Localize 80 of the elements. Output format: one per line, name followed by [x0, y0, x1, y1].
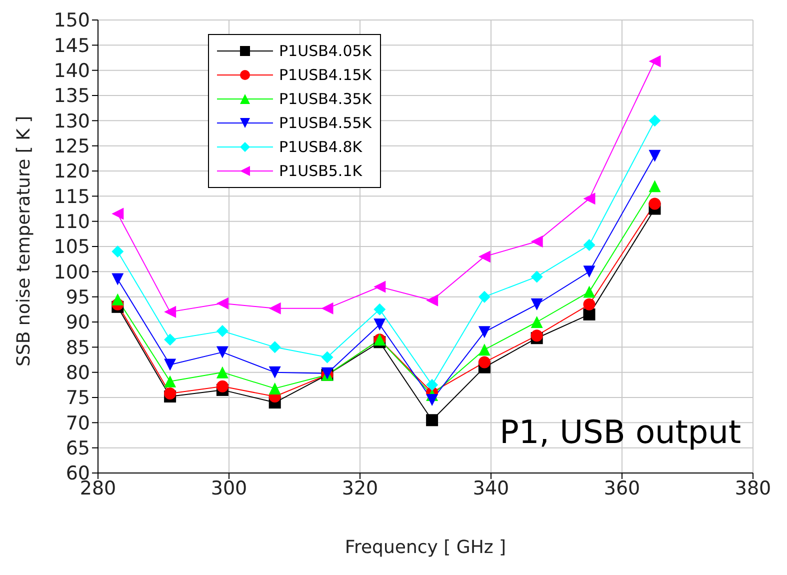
y-tick-label: 85 [66, 336, 90, 359]
point [374, 318, 386, 331]
point [112, 273, 124, 286]
legend-label: P1USB5.1K [279, 162, 362, 180]
point [648, 180, 661, 192]
point [478, 344, 490, 356]
y-tick-label: 75 [66, 387, 90, 410]
y-tick-label: 120 [54, 160, 90, 183]
point [648, 198, 661, 210]
point [426, 294, 438, 306]
point [321, 351, 334, 364]
y-tick-label: 125 [54, 136, 90, 158]
point [583, 298, 596, 310]
y-tick-label: 140 [54, 60, 90, 82]
y-tick-label: 130 [54, 110, 90, 132]
y-tick-label: 105 [54, 236, 90, 258]
annotation: P1, USB output [500, 413, 741, 451]
y-tick-label: 145 [54, 34, 90, 57]
y-tick-label: 70 [66, 412, 90, 434]
x-tick-label: 380 [734, 477, 772, 500]
point [648, 150, 661, 162]
y-tick-label: 80 [66, 362, 90, 384]
legend-label: P1USB4.15K [279, 66, 372, 84]
point [530, 330, 543, 342]
point [478, 250, 490, 263]
y-tick-label: 150 [54, 10, 90, 32]
point [478, 290, 490, 303]
point [374, 303, 386, 316]
point [164, 375, 176, 388]
point [530, 298, 543, 310]
point [426, 378, 438, 391]
point [268, 302, 281, 314]
point [530, 235, 543, 248]
point [164, 306, 176, 318]
point [216, 297, 228, 310]
point [374, 280, 386, 293]
y-axis-title: SSB noise temperature [ K ] [13, 116, 34, 366]
point [426, 414, 438, 426]
y-tick-label: 65 [66, 438, 90, 460]
point [648, 114, 661, 127]
y-tick-label: 100 [54, 261, 90, 284]
x-tick-label: 360 [604, 477, 640, 500]
point [268, 341, 281, 354]
point [583, 286, 596, 298]
point [164, 334, 176, 346]
y-tick-label: 95 [66, 286, 90, 309]
point [268, 366, 281, 378]
point [112, 293, 124, 306]
point [583, 238, 596, 251]
x-axis-title: Frequency [ GHz ] [344, 537, 506, 558]
point [216, 366, 228, 378]
point [321, 302, 334, 314]
x-tick-label: 320 [342, 477, 378, 500]
point [583, 266, 596, 278]
y-tick-label: 115 [54, 186, 90, 208]
y-tick-label: 110 [54, 211, 90, 234]
point [583, 308, 596, 320]
point [478, 356, 490, 368]
point [530, 316, 543, 328]
point [648, 55, 661, 68]
point [530, 270, 543, 283]
point [426, 394, 438, 406]
y-tick-label: 135 [54, 85, 90, 108]
legend-label: P1USB4.55K [279, 114, 372, 132]
point [268, 382, 281, 394]
point [112, 246, 124, 258]
legend-label: P1USB4.35K [279, 90, 372, 108]
legend-label: P1USB4.05K [279, 42, 372, 60]
point [216, 346, 228, 358]
point [164, 387, 176, 400]
point [164, 358, 176, 371]
point [112, 208, 124, 220]
point [478, 326, 490, 338]
x-tick-label: 300 [210, 477, 248, 500]
point [216, 380, 228, 392]
point [583, 192, 596, 205]
y-tick-label: 90 [66, 312, 90, 334]
legend-label: P1USB4.8K [279, 138, 362, 156]
x-tick-label: 340 [472, 477, 510, 500]
point [216, 325, 228, 338]
